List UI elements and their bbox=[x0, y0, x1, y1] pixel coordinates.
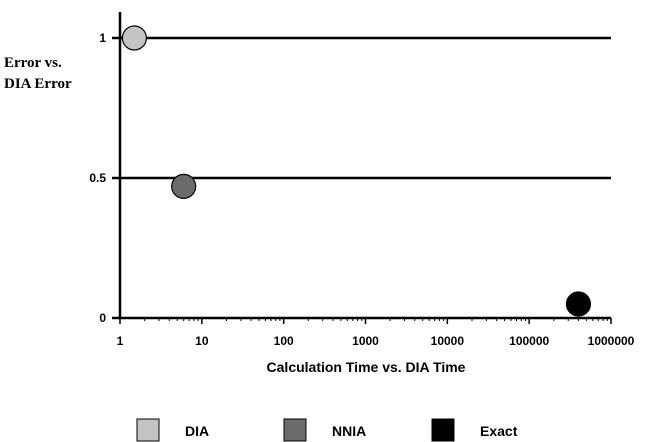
x-axis-label: Calculation Time vs. DIA Time bbox=[267, 359, 466, 375]
legend-label-nnia: NNIA bbox=[332, 423, 366, 439]
x-tick-label-4: 10000 bbox=[431, 334, 465, 348]
data-point-exact-0 bbox=[565, 291, 592, 317]
legend-swatch-dia bbox=[136, 418, 160, 442]
legend-swatch-nnia bbox=[283, 418, 307, 442]
axes bbox=[118, 12, 611, 320]
y-tick-label-1: 0.5 bbox=[89, 171, 106, 185]
x-tick-label-1: 10 bbox=[195, 334, 209, 348]
x-tick-label-6: 1000000 bbox=[588, 334, 635, 348]
legend-label-dia: DIA bbox=[185, 423, 209, 439]
y-tick-label-0: 0 bbox=[99, 311, 106, 325]
data-point-dia-0 bbox=[121, 25, 148, 51]
y-axis-label-line-1: Error vs. bbox=[4, 55, 62, 71]
grid-lines bbox=[120, 36, 611, 180]
legend: DIA NNIA Exact bbox=[136, 418, 518, 442]
ticks: 0 0.5 1 1 10 100 1000 10000 100000 1000000 bbox=[89, 31, 634, 348]
data-point-nnia-0 bbox=[171, 173, 197, 199]
legend-label-exact: Exact bbox=[480, 423, 518, 439]
legend-swatch-exact bbox=[431, 418, 455, 442]
y-tick-label-2: 1 bbox=[99, 31, 106, 45]
x-tick-label-0: 1 bbox=[117, 334, 124, 348]
x-tick-label-5: 100000 bbox=[509, 334, 549, 348]
y-axis-label-line-2: DIA Error bbox=[4, 76, 72, 92]
data-points bbox=[121, 25, 592, 317]
x-tick-label-2: 100 bbox=[274, 334, 294, 348]
x-tick-label-3: 1000 bbox=[352, 334, 379, 348]
